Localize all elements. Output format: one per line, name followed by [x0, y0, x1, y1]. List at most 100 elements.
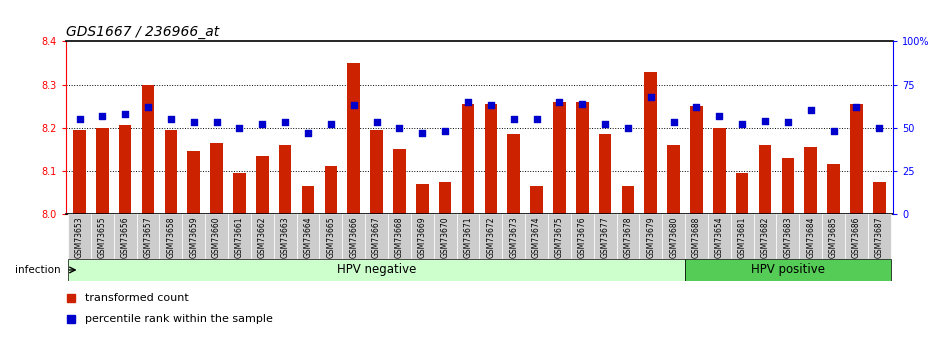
Text: GSM73675: GSM73675 [555, 216, 564, 258]
Bar [114, 214, 136, 259]
Bar [439, 181, 451, 214]
Bar [805, 147, 817, 214]
Text: GSM73659: GSM73659 [189, 216, 198, 258]
Text: GSM73671: GSM73671 [463, 216, 473, 258]
Bar [228, 214, 251, 259]
Bar [251, 214, 274, 259]
Point [209, 120, 224, 125]
Bar [525, 214, 548, 259]
Text: GSM73670: GSM73670 [441, 216, 449, 258]
Text: transformed count: transformed count [85, 294, 188, 303]
Bar [845, 214, 868, 259]
Bar [645, 72, 657, 214]
Point [186, 120, 201, 125]
Bar [297, 214, 320, 259]
Bar [621, 186, 634, 214]
Bar [433, 214, 457, 259]
Point [141, 104, 156, 110]
Text: GSM73668: GSM73668 [395, 216, 404, 258]
Bar [96, 128, 109, 214]
Point [552, 99, 567, 105]
Point [369, 120, 384, 125]
Point [483, 102, 498, 108]
Bar [781, 158, 794, 214]
Bar [342, 214, 365, 259]
Point [598, 121, 613, 127]
Bar [685, 214, 708, 259]
Bar [68, 214, 91, 259]
Bar [233, 173, 245, 214]
Bar [274, 214, 297, 259]
Bar [393, 149, 406, 214]
Bar [91, 214, 114, 259]
Point [506, 116, 521, 122]
Point [346, 102, 361, 108]
Point [415, 130, 430, 136]
Text: HPV negative: HPV negative [337, 264, 416, 276]
Bar [211, 143, 223, 214]
Point [735, 121, 750, 127]
Point [780, 120, 795, 125]
Text: GSM73665: GSM73665 [326, 216, 336, 258]
Bar [754, 214, 776, 259]
Point [232, 125, 247, 130]
Point [164, 116, 179, 122]
Text: GSM73678: GSM73678 [623, 216, 633, 258]
Point [689, 104, 704, 110]
Bar [370, 130, 383, 214]
Bar [205, 214, 228, 259]
Point [95, 113, 110, 118]
Bar [873, 181, 885, 214]
Bar [388, 214, 411, 259]
Bar [365, 214, 388, 259]
Bar [730, 214, 754, 259]
Text: GSM73663: GSM73663 [281, 216, 290, 258]
Text: GSM73666: GSM73666 [350, 216, 358, 258]
Bar [617, 214, 639, 259]
Bar [827, 164, 839, 214]
Bar [736, 173, 748, 214]
Bar [68, 259, 685, 281]
Text: GSM73662: GSM73662 [258, 216, 267, 258]
Bar [576, 102, 588, 214]
Point [438, 128, 453, 134]
Point [758, 118, 773, 124]
Point [392, 125, 407, 130]
Bar [502, 214, 525, 259]
Point [277, 120, 292, 125]
Bar [850, 104, 863, 214]
Text: infection: infection [15, 265, 61, 275]
Text: GSM73656: GSM73656 [120, 216, 130, 258]
Bar [685, 259, 891, 281]
Bar [868, 214, 891, 259]
Point [72, 116, 87, 122]
Bar [662, 214, 685, 259]
Bar [160, 214, 182, 259]
Bar [302, 186, 314, 214]
Point [666, 120, 681, 125]
Point [620, 125, 635, 130]
Bar [594, 214, 617, 259]
Bar [187, 151, 200, 214]
Bar [320, 214, 342, 259]
Bar [416, 184, 429, 214]
Text: GSM73685: GSM73685 [829, 216, 838, 258]
Point [323, 121, 338, 127]
Bar [256, 156, 269, 214]
Text: GSM73682: GSM73682 [760, 216, 770, 257]
Bar [667, 145, 680, 214]
Bar [599, 134, 611, 214]
Text: GSM73669: GSM73669 [417, 216, 427, 258]
Bar [136, 214, 160, 259]
Text: GSM73688: GSM73688 [692, 216, 701, 257]
Bar [484, 104, 497, 214]
Bar [690, 106, 703, 214]
Text: GSM73658: GSM73658 [166, 216, 176, 258]
Bar [530, 186, 542, 214]
Bar [708, 214, 730, 259]
Text: GSM73654: GSM73654 [714, 216, 724, 258]
Bar [822, 214, 845, 259]
Bar [348, 63, 360, 214]
Text: GSM73681: GSM73681 [738, 216, 746, 257]
Bar [713, 128, 726, 214]
